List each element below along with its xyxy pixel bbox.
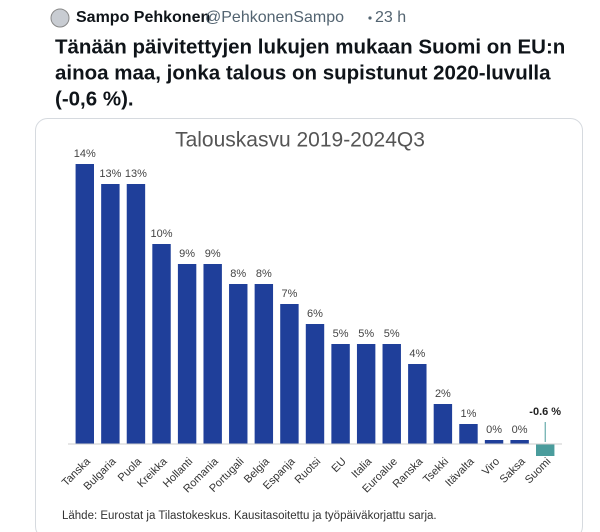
bar [280,304,299,444]
data-label: 8% [230,268,246,280]
bar [356,344,376,444]
tweet-text: ainoa maa, jonka talous on supistunut 20… [55,61,551,84]
separator-dot [368,16,372,20]
bar [177,264,197,444]
tweet-text: (-0,6 %). [55,87,134,110]
data-label: 0% [486,424,502,436]
data-label: 2% [435,388,451,400]
bar [331,344,350,444]
bar [459,424,478,444]
data-label: 6% [307,308,323,320]
bar [126,184,146,444]
author-name[interactable]: Sampo Pehkonen [76,9,210,26]
bar [382,344,401,444]
bar [305,324,325,444]
data-label: 5% [358,328,374,340]
bar [75,164,94,444]
data-label: 5% [333,328,349,340]
chart-title: Talouskasvu 2019-2024Q3 [175,129,425,152]
data-label: 13% [99,168,121,180]
data-label: -0.6 % [529,406,561,418]
author-handle[interactable]: @PehkonenSampo [205,9,344,26]
data-label: 9% [179,248,195,260]
chart-source: Lähde: Eurostat ja Tilastokeskus. Kausit… [62,510,437,522]
bar [254,284,274,444]
data-label: 0% [512,424,528,436]
data-label: 13% [125,168,147,180]
bar [408,364,427,444]
tweet-text: Tänään päivitettyjen lukujen mukaan Suom… [55,35,565,58]
data-label: 14% [74,148,96,160]
data-label: 7% [281,288,297,300]
data-label: 5% [384,328,400,340]
bar [484,440,504,444]
bar [101,184,120,444]
post-time[interactable]: 23 h [375,9,406,26]
data-label: 4% [409,348,425,360]
bar [536,444,555,456]
bar [433,404,453,444]
bar [152,244,171,444]
data-label: 1% [461,408,477,420]
data-label: 9% [205,248,221,260]
bar [203,264,222,444]
data-label: 8% [256,268,272,280]
bar [510,440,529,444]
bar [229,284,248,444]
avatar[interactable] [50,8,70,28]
data-label: 10% [151,228,173,240]
